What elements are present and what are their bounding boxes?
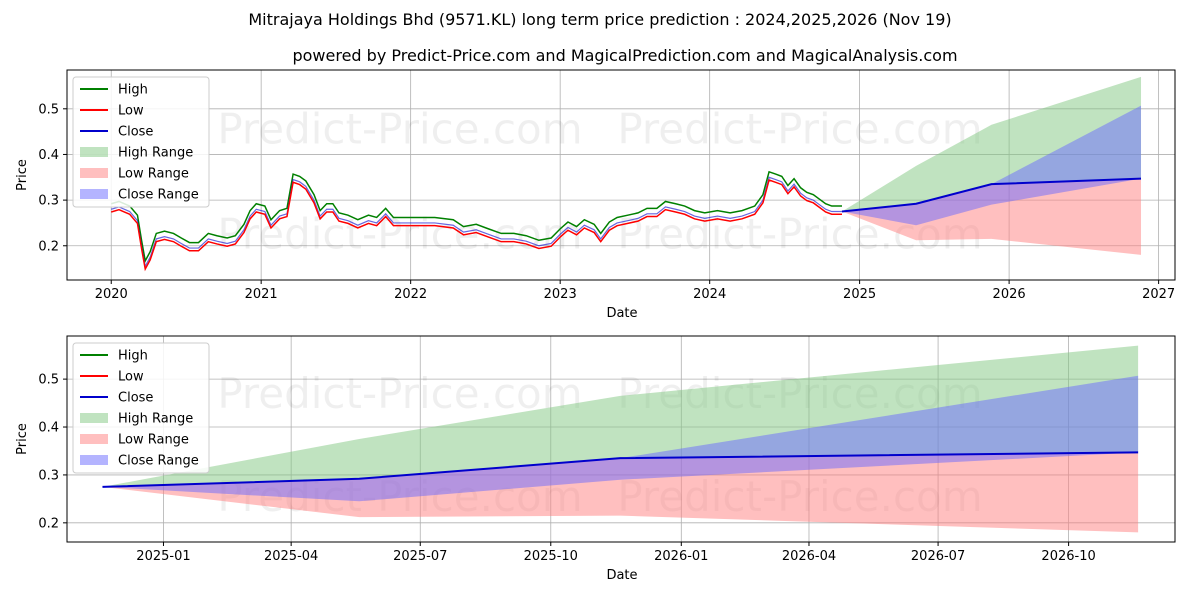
y-tick-label: 0.5 xyxy=(38,373,59,388)
legend-swatch-patch xyxy=(80,189,108,199)
x-tick-label: 2021 xyxy=(245,287,278,302)
legend-label: Close xyxy=(118,391,153,406)
legend-label: Close xyxy=(118,125,153,140)
x-tick-label: 2026-07 xyxy=(911,549,965,564)
watermark-text: Predict-Price.com xyxy=(217,105,582,154)
x-tick-label: 2022 xyxy=(394,287,427,302)
close-history-line xyxy=(111,176,842,269)
low-series-line xyxy=(111,179,842,272)
y-tick-label: 0.4 xyxy=(38,421,59,436)
legend: High Low Close High Range Low Range Close Ran… xyxy=(72,76,210,208)
long-term-panel: Predict-Price.com Predict-Price.comPredic… xyxy=(15,69,1176,321)
y-axis-label: Price xyxy=(15,423,30,455)
x-tick-label: 2026-04 xyxy=(782,549,836,564)
x-tick-label: 2025-04 xyxy=(264,549,318,564)
x-tick-label: 2027 xyxy=(1142,287,1175,302)
close-range-band xyxy=(841,105,1142,226)
legend-swatch-patch xyxy=(80,455,108,465)
close-forecast-line xyxy=(841,177,1142,213)
y-tick-label: 0.4 xyxy=(38,148,59,163)
legend: High Low Close High Range Low Range Close Ran… xyxy=(72,342,210,474)
close-range-band xyxy=(102,375,1139,502)
x-tick-label: 2023 xyxy=(544,287,577,302)
legend-label: Close Range xyxy=(118,188,199,203)
legend-label: High Range xyxy=(118,412,193,427)
y-axis-label: Price xyxy=(15,159,30,191)
x-axis-label: Date xyxy=(606,568,637,583)
y-tick-label: 0.2 xyxy=(38,516,59,531)
legend-label: Low xyxy=(118,104,144,119)
legend-label: High Range xyxy=(118,146,193,161)
legend-swatch-patch xyxy=(80,147,108,157)
legend-label: Low xyxy=(118,370,144,385)
x-tick-label: 2025 xyxy=(843,287,876,302)
low-range-band xyxy=(841,178,1142,255)
x-axis-label: Date xyxy=(606,306,637,321)
legend-label: Low Range xyxy=(118,433,189,448)
x-tick-label: 2024 xyxy=(693,287,726,302)
chart-subtitle: powered by Predict-Price.com and Magical… xyxy=(292,46,957,65)
plot-frame xyxy=(66,69,1176,281)
legend-label: Low Range xyxy=(118,167,189,182)
plot-frame xyxy=(66,335,1176,543)
high-series-line xyxy=(111,170,842,264)
legend-swatch-patch xyxy=(80,413,108,423)
legend-swatch-patch xyxy=(80,434,108,444)
watermark-text: Predict-Price.com xyxy=(217,369,582,418)
x-tick-label: 2026 xyxy=(993,287,1026,302)
x-tick-label: 2026-01 xyxy=(654,549,708,564)
low-range-band xyxy=(102,452,1139,533)
legend-label: High xyxy=(118,349,148,364)
x-tick-label: 2025-07 xyxy=(393,549,447,564)
x-tick-label: 2026-10 xyxy=(1041,549,1095,564)
chart-title: Mitrajaya Holdings Bhd (9571.KL) long te… xyxy=(248,10,951,29)
watermark-text: Predict-Price.com xyxy=(617,105,982,154)
y-tick-label: 0.3 xyxy=(38,468,59,483)
legend-label: High xyxy=(118,83,148,98)
forecast-zoom-panel: Predict-Price.comPredict-Price.comPredic… xyxy=(15,335,1176,583)
close-forecast-line xyxy=(102,451,1139,488)
y-tick-label: 0.5 xyxy=(38,102,59,117)
x-tick-label: 2020 xyxy=(95,287,128,302)
y-tick-label: 0.3 xyxy=(38,194,59,209)
y-tick-label: 0.2 xyxy=(38,239,59,254)
x-tick-label: 2025-01 xyxy=(136,549,190,564)
x-tick-label: 2025-10 xyxy=(524,549,578,564)
legend-swatch-patch xyxy=(80,168,108,178)
legend-label: Close Range xyxy=(118,454,199,469)
